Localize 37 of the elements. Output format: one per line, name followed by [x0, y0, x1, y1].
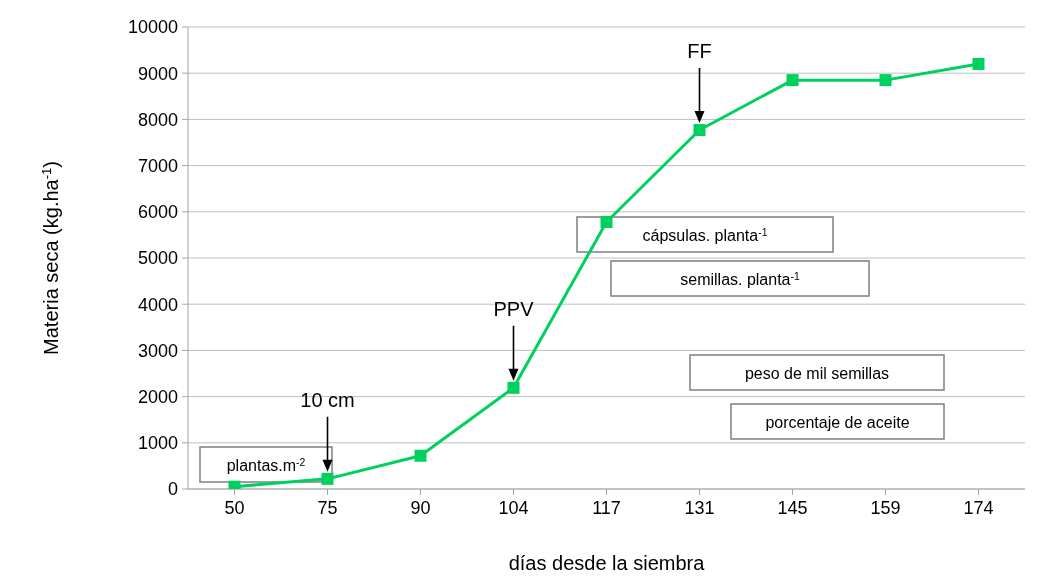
y-tick-label: 1000: [137, 433, 178, 454]
annotation: 10 cm: [300, 388, 355, 411]
annotation: semillas. planta$^{-1}$: [680, 270, 800, 288]
y-tick-label: 10000: [127, 17, 178, 38]
annotation: plantas.m$^{-2}$: [226, 456, 306, 474]
x-tick-label: 50: [224, 497, 245, 518]
annotation: porcentaje de aceite: [765, 413, 910, 431]
point: [414, 449, 427, 462]
annotation: peso de mil semillas: [744, 364, 890, 382]
y-tick-label: 4000: [137, 294, 178, 315]
x-axis-title: días desde la siembra: [508, 552, 706, 574]
x-tick-label: 145: [777, 497, 808, 518]
point: [786, 74, 799, 87]
point: [507, 381, 520, 394]
y-tick-label: 8000: [137, 109, 178, 130]
x-tick-label: 131: [684, 497, 715, 518]
y-tick-label: 9000: [137, 63, 178, 84]
annotation: PPV: [493, 297, 535, 320]
x-tick-label: 117: [592, 497, 621, 518]
y-tick-label: 7000: [137, 155, 178, 176]
y-tick-label: 5000: [137, 248, 178, 269]
x-tick-label: 159: [870, 497, 901, 518]
y-tick-label: 2000: [137, 386, 178, 407]
point: [321, 472, 334, 485]
x-tick-label: 90: [410, 497, 431, 518]
point: [600, 215, 613, 228]
x-tick-label: 75: [317, 497, 338, 518]
annotation: cápsulas. planta$^{-1}$: [642, 226, 768, 244]
x-tick-label: 104: [498, 497, 529, 518]
y-tick-label: 6000: [137, 202, 178, 223]
annotation: FF: [687, 40, 712, 63]
point: [879, 74, 892, 87]
y-tick-label: 0: [167, 479, 178, 500]
y-tick-label: 3000: [137, 340, 178, 361]
point: [693, 124, 706, 137]
point: [972, 57, 985, 70]
x-tick-label: 174: [963, 497, 994, 518]
